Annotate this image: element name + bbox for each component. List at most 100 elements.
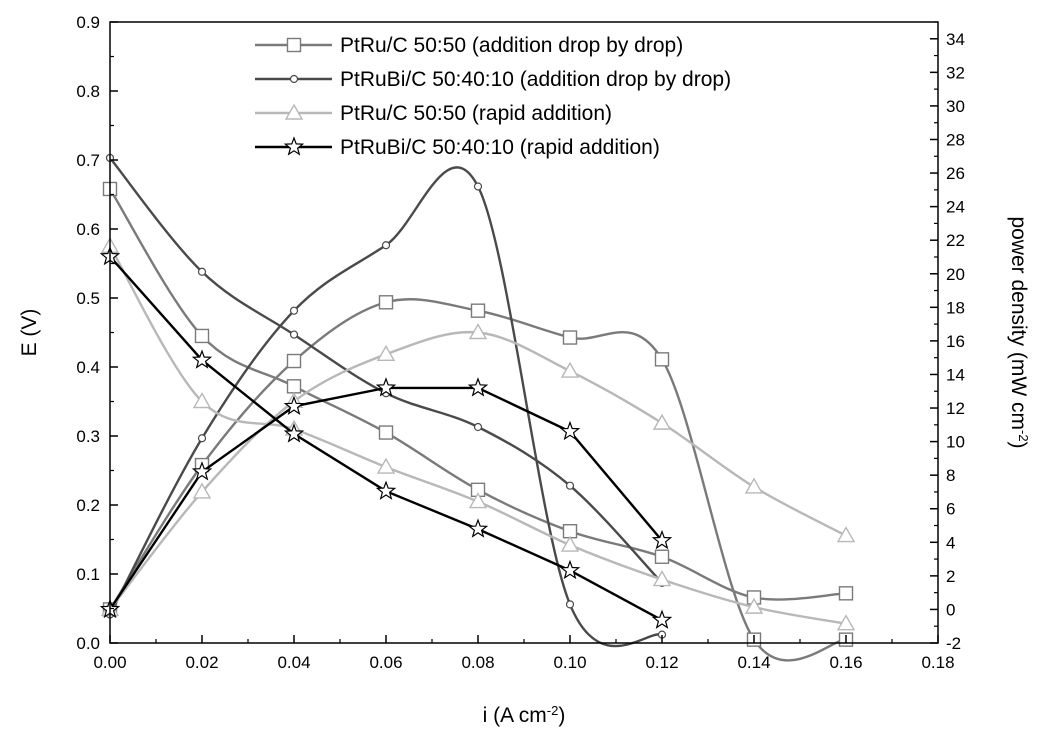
data-point-circle — [565, 481, 575, 490]
y-right-tick-label: 28 — [946, 130, 965, 149]
y-right-tick-label: 20 — [946, 265, 965, 284]
data-point-square — [378, 295, 394, 310]
data-point-circle — [197, 267, 207, 276]
y-right-tick-label: 24 — [946, 198, 965, 217]
legend-item: PtRuBi/C 50:40:10 (addition drop by drop… — [255, 68, 731, 91]
data-point-star — [467, 377, 489, 397]
data-point-star — [651, 609, 673, 629]
y-left-tick-label: 0.7 — [76, 151, 100, 170]
data-point-circle — [289, 330, 299, 339]
y-left-tick-label: 0.6 — [76, 220, 100, 239]
y-left-tick-label: 0.4 — [76, 358, 100, 377]
x-tick-label: 0.04 — [277, 653, 310, 672]
data-point-triangle — [744, 597, 764, 614]
data-point-square — [562, 330, 578, 345]
y-left-tick-label: 0.1 — [76, 565, 100, 584]
y-right-tick-label: 4 — [946, 533, 955, 552]
y-left-tick-label: 0.2 — [76, 496, 100, 515]
polarization-curve — [109, 157, 663, 584]
y-left-tick-label: 0.9 — [76, 13, 100, 32]
polarization-curve — [108, 245, 847, 625]
y-right-tick-label: 6 — [946, 500, 955, 519]
data-point-star — [191, 461, 213, 481]
data-point-circle — [473, 182, 483, 191]
data-point-circle — [381, 241, 391, 250]
x-axis-title-main: i (A cm — [483, 704, 547, 727]
data-point-triangle — [468, 492, 488, 509]
x-tick-label: 0.00 — [93, 653, 126, 672]
data-point-triangle — [284, 103, 304, 120]
data-point-triangle — [744, 477, 764, 494]
y-right-tick-label: 14 — [946, 365, 965, 384]
data-point-star — [191, 349, 213, 369]
data-point-triangle — [192, 482, 212, 499]
y-right-tick-label: -2 — [946, 634, 961, 653]
data-point-square — [194, 328, 210, 344]
data-point-square — [286, 379, 302, 394]
data-point-square — [286, 37, 302, 53]
data-point-circle — [197, 434, 207, 443]
x-axis-title: i (A cm-2) — [483, 703, 566, 728]
data-point-triangle — [560, 361, 580, 378]
legend-item: PtRu/C 50:50 (addition drop by drop) — [255, 34, 683, 57]
data-point-star — [467, 518, 489, 538]
data-point-circle — [565, 600, 575, 609]
plot-area — [99, 153, 856, 662]
data-point-triangle — [468, 323, 488, 340]
data-point-square — [378, 425, 394, 440]
y-right-tick-label: 18 — [946, 298, 965, 317]
x-tick-label: 0.02 — [185, 653, 218, 672]
x-tick-label: 0.18 — [921, 653, 954, 672]
series-3 — [100, 236, 856, 631]
x-tick-label: 0.08 — [461, 653, 494, 672]
polarization-curve — [108, 188, 847, 601]
x-axis-title-sup: -2 — [547, 703, 559, 718]
legend-label: PtRu/C 50:50 (addition drop by drop) — [340, 34, 683, 57]
y-right-tick-label: 30 — [946, 97, 965, 116]
power-density-curve — [108, 298, 847, 662]
x-tick-label: 0.06 — [369, 653, 402, 672]
data-point-star — [283, 395, 305, 415]
data-point-triangle — [652, 570, 672, 587]
x-tick-label: 0.16 — [829, 653, 862, 672]
data-point-square — [838, 586, 854, 601]
y-right-tick-label: 34 — [946, 30, 965, 49]
y-right-tick-label: 32 — [946, 63, 965, 82]
y-left-tick-label: 0.8 — [76, 82, 100, 101]
data-point-circle — [289, 74, 299, 84]
data-point-star — [651, 529, 673, 550]
x-tick-label: 0.10 — [553, 653, 586, 672]
y-axis-left-title: E (V) — [18, 309, 41, 357]
y-axis-right-title: power density (mW cm-2) — [1007, 216, 1032, 448]
data-point-star — [283, 136, 305, 156]
data-point-square — [654, 352, 670, 367]
data-point-triangle — [376, 457, 396, 474]
x-tick-label: 0.12 — [645, 653, 678, 672]
data-point-star — [375, 480, 397, 500]
data-point-circle — [473, 422, 483, 432]
y-right-tick-label: 10 — [946, 433, 965, 452]
data-point-triangle — [560, 535, 580, 552]
data-point-square — [470, 303, 486, 318]
series-1 — [102, 181, 854, 662]
y-left-tick-label: 0.5 — [76, 289, 100, 308]
legend-label: PtRuBi/C 50:40:10 (addition drop by drop… — [340, 68, 731, 91]
x-axis-title-tail: ) — [558, 704, 565, 727]
data-point-star — [559, 559, 581, 580]
data-point-triangle — [652, 413, 672, 430]
y-axis-left: 0.0 0.1 0.2 0.3 0.4 0.5 0.6 0.7 0.8 0.9 — [76, 13, 118, 653]
y-right-tick-label: 2 — [946, 567, 955, 586]
legend-label: PtRuBi/C 50:40:10 (rapid addition) — [340, 136, 660, 159]
y-left-tick-label: 0.0 — [76, 634, 100, 653]
x-axis: 0.00 0.02 0.04 0.06 0.08 0.10 0.12 0.14 0.16 0.18 — [93, 635, 955, 672]
series-2 — [105, 153, 667, 648]
y-right-tick-label: 8 — [946, 466, 955, 485]
data-point-circle — [289, 306, 299, 315]
data-point-triangle — [836, 526, 856, 543]
y-right-tick-label: 22 — [946, 231, 965, 250]
legend-label: PtRu/C 50:50 (rapid addition) — [340, 102, 612, 125]
y-right-tick-label: 16 — [946, 332, 965, 351]
data-point-star — [375, 377, 397, 397]
data-point-star — [559, 420, 581, 441]
